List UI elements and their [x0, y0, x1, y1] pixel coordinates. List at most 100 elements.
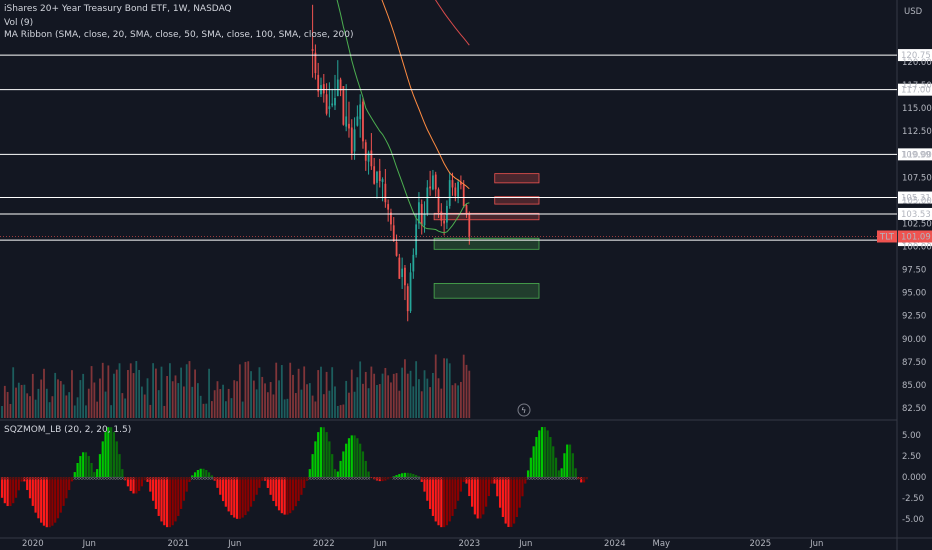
squeeze-dot: ×	[11, 476, 15, 482]
squeeze-dot: ×	[484, 476, 488, 482]
candle-body	[398, 257, 401, 279]
squeeze-dot: ×	[504, 476, 508, 482]
volume-bar	[367, 388, 370, 418]
squeeze-dot: ×	[90, 476, 94, 482]
time-tick-label: May	[653, 539, 671, 549]
candle-body	[362, 101, 364, 142]
candle-body	[409, 272, 412, 312]
symbol-title[interactable]: iShares 20+ Year Treasury Bond ETF, 1W, …	[4, 4, 232, 14]
squeeze-dot: ×	[548, 476, 552, 482]
momentum-bar	[199, 468, 202, 477]
squeeze-dot: ×	[445, 476, 449, 482]
volume-bar	[300, 389, 303, 418]
candle-body	[359, 104, 362, 120]
volume-bar	[59, 381, 62, 418]
time-axis[interactable]: 2020 Jun 2021 Jun 2022 Jun 2023 Jun 2024 May 2025 J…	[22, 403, 823, 549]
volume-bar	[404, 359, 406, 418]
last-price-label: 101.09	[901, 232, 931, 242]
volume-bar	[292, 374, 294, 418]
momentum-bar	[168, 477, 172, 528]
volume-bar	[107, 365, 110, 418]
momentum-bar	[552, 446, 555, 477]
momentum-bar	[160, 477, 163, 522]
momentum-bar	[129, 477, 132, 491]
volume-bar	[3, 385, 6, 418]
candle-body	[423, 214, 426, 226]
squeeze-dot: ×	[22, 476, 26, 482]
momentum-bar	[149, 477, 152, 492]
volume-bar	[12, 367, 15, 418]
horizontal-levels[interactable]: 120.75117.00109.99105.31103.53100.70TLT1…	[0, 49, 932, 247]
volume-bar	[48, 402, 51, 418]
squeeze-dot: ×	[269, 476, 273, 482]
ma-ribbon-legend[interactable]: MA Ribbon (SMA, close, 20, SMA, close, 5…	[4, 30, 354, 40]
volume-bar	[370, 366, 373, 418]
squeeze-dot: ×	[48, 476, 52, 482]
volume-bar	[289, 362, 292, 418]
candle-body	[314, 52, 317, 74]
volume-bar	[406, 373, 409, 418]
momentum-bar	[566, 444, 569, 477]
momentum-bar	[423, 477, 426, 492]
candle-body	[390, 212, 392, 225]
squeeze-dot: ×	[53, 476, 57, 482]
volume-legend[interactable]: Vol (9)	[4, 18, 34, 28]
volume-bar	[233, 380, 236, 418]
momentum-legend[interactable]: SQZMOM_LB (20, 2, 20, 1.5)	[4, 425, 132, 435]
momentum-bar	[317, 432, 320, 477]
momentum-bar	[482, 477, 485, 515]
volume-bar	[258, 367, 261, 418]
momentum-bar	[493, 477, 496, 484]
volume-bar	[79, 380, 82, 418]
volume-bar	[155, 368, 157, 418]
squeeze-dot: ×	[512, 476, 516, 482]
momentum-bar	[98, 454, 102, 477]
volume-bar	[387, 375, 390, 418]
momentum-bar	[121, 469, 124, 477]
volume-bar	[113, 373, 115, 418]
squeeze-dot: ×	[465, 476, 469, 482]
volume-bar	[146, 378, 149, 418]
volume-bar	[395, 373, 398, 418]
momentum-bar	[560, 468, 563, 477]
squeeze-dot: ×	[369, 476, 373, 482]
momentum-tick-label: 0.000	[902, 473, 926, 483]
squeeze-dot: ×	[291, 476, 295, 482]
momentum-bar	[269, 477, 272, 495]
squeeze-dot: ×	[529, 476, 533, 482]
squeeze-dot: ×	[470, 476, 474, 482]
momentum-bar	[319, 427, 323, 477]
momentum-bar	[227, 477, 230, 512]
squeeze-dot: ×	[302, 476, 306, 482]
momentum-bar	[216, 477, 219, 488]
squeeze-dot: ×	[146, 476, 150, 482]
volume-bar	[378, 384, 381, 418]
momentum-bar	[490, 477, 493, 484]
price-axis[interactable]: USD 120.00 117.50 115.00 112.50 110.00 107.50 1…	[902, 7, 932, 525]
squeeze-dot: ×	[294, 476, 298, 482]
volume-bar	[348, 392, 350, 418]
volume-bar	[230, 398, 233, 418]
volume-bar	[191, 386, 194, 418]
squeeze-dot: ×	[174, 476, 178, 482]
candle-body	[468, 214, 471, 237]
volume-bar	[73, 405, 76, 418]
volume-bar	[339, 405, 342, 418]
squeeze-dot: ×	[176, 476, 180, 482]
squeeze-dot: ×	[431, 476, 435, 482]
price-tick-label: 120.00	[902, 58, 932, 68]
momentum-bar	[110, 427, 113, 477]
squeeze-dot: ×	[543, 476, 547, 482]
price-tick-label: 87.50	[902, 358, 926, 368]
candle-body	[339, 79, 342, 91]
momentum-bar	[543, 427, 546, 477]
momentum-bar	[470, 477, 474, 507]
volume-bar	[345, 380, 348, 418]
momentum-bar	[191, 475, 194, 477]
momentum-bar	[3, 477, 6, 504]
momentum-bar	[143, 477, 146, 481]
squeeze-dot: ×	[0, 476, 4, 482]
squeeze-dot: ×	[218, 476, 222, 482]
squeeze-dot: ×	[325, 476, 329, 482]
